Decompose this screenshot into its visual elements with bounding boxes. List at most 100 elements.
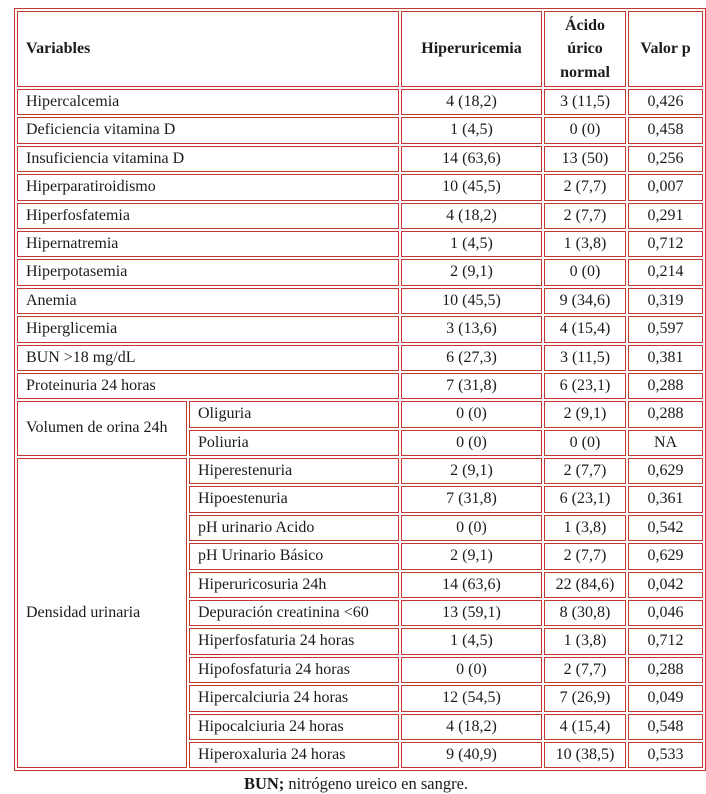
cell-valor-p: 0,712 bbox=[628, 230, 703, 258]
table-row: BUN >18 mg/dL 6 (27,3) 3 (11,5) 0,381 bbox=[17, 344, 703, 371]
cell-acido-urico-normal: 10 (38,5) bbox=[544, 741, 626, 769]
cell-acido-urico-normal: 0 (0) bbox=[544, 429, 626, 457]
cell-acido-urico-normal: 7 (26,9) bbox=[544, 685, 626, 712]
cell-hiperuricemia: 12 (54,5) bbox=[401, 685, 542, 712]
cell-variable: Insuficiencia vitamina D bbox=[17, 145, 399, 173]
cell-valor-p: 0,214 bbox=[628, 259, 703, 286]
cell-valor-p: 0,542 bbox=[628, 514, 703, 542]
cell-valor-p: 0,291 bbox=[628, 202, 703, 229]
cell-acido-urico-normal: 22 (84,6) bbox=[544, 571, 626, 599]
table-row: Volumen de orina 24h Oliguria 0 (0) 2 (9… bbox=[17, 401, 703, 457]
cell-acido-urico-normal: 3 (11,5) bbox=[544, 344, 626, 371]
table-footnote: BUN; nitrógeno ureico en sangre. bbox=[14, 774, 698, 794]
cell-sub-variable: Hipercalciuria 24 horas bbox=[189, 685, 399, 712]
cell-hiperuricemia: 0 (0) bbox=[401, 656, 542, 684]
cell-hiperuricemia: 10 (45,5) bbox=[401, 174, 542, 201]
cell-valor-p: 0,381 bbox=[628, 344, 703, 371]
header-acido-urico-normal: Ácido úrico normal bbox=[544, 11, 626, 87]
cell-hiperuricemia: 13 (59,1) bbox=[401, 600, 542, 627]
cell-sub-variable: Oliguria bbox=[189, 401, 399, 428]
cell-valor-p: 0,361 bbox=[628, 486, 703, 513]
cell-hiperuricemia: 14 (63,6) bbox=[401, 145, 542, 173]
cell-acido-urico-normal: 6 (23,1) bbox=[544, 486, 626, 513]
cell-sub-variable: Depuración creatinina <60 bbox=[189, 600, 399, 627]
table-row: Hiperfosfatemia 4 (18,2) 2 (7,7) 0,291 bbox=[17, 202, 703, 229]
table-row: Hiperparatiroidismo 10 (45,5) 2 (7,7) 0,… bbox=[17, 174, 703, 201]
cell-hiperuricemia: 0 (0) bbox=[401, 401, 542, 428]
table-row: Hipofosfaturia 24 horas 0 (0) 2 (7,7) 0,… bbox=[17, 656, 703, 684]
table-row: Insuficiencia vitamina D 14 (63,6) 13 (5… bbox=[17, 145, 703, 173]
table-row: Hipercalcemia 4 (18,2) 3 (11,5) 0,426 bbox=[17, 89, 703, 116]
cell-acido-urico-normal: 9 (34,6) bbox=[544, 287, 626, 315]
cell-hiperuricemia: 6 (27,3) bbox=[401, 344, 542, 371]
table-row: Hipocalciuria 24 horas 4 (18,2) 4 (15,4)… bbox=[17, 713, 703, 740]
cell-hiperuricemia: 2 (9,1) bbox=[401, 259, 542, 286]
cell-valor-p: 0,288 bbox=[628, 401, 703, 428]
cell-sub-variable: Hiperuricosuria 24h bbox=[189, 571, 399, 599]
cell-valor-p: 0,426 bbox=[628, 89, 703, 116]
cell-sub-variable: Hipofosfaturia 24 horas bbox=[189, 656, 399, 684]
cell-group-densidad: Densidad urinaria bbox=[17, 458, 187, 769]
cell-variable: Hipernatremia bbox=[17, 230, 399, 258]
cell-variable: Proteinuria 24 horas bbox=[17, 372, 399, 400]
cell-hiperuricemia: 4 (18,2) bbox=[401, 202, 542, 229]
cell-acido-urico-normal: 4 (15,4) bbox=[544, 713, 626, 740]
cell-valor-p: 0,288 bbox=[628, 372, 703, 400]
cell-acido-urico-normal: 0 (0) bbox=[544, 259, 626, 286]
cell-acido-urico-normal: 3 (11,5) bbox=[544, 89, 626, 116]
cell-sub-variable: Hipocalciuria 24 horas bbox=[189, 713, 399, 740]
footnote-abbreviation: BUN; bbox=[243, 774, 285, 794]
cell-group-volumen: Volumen de orina 24h bbox=[17, 401, 187, 457]
cell-sub-variable: pH urinario Acido bbox=[189, 514, 399, 542]
cell-hiperuricemia: 0 (0) bbox=[401, 514, 542, 542]
table-row: Depuración creatinina <60 13 (59,1) 8 (3… bbox=[17, 600, 703, 627]
cell-sub-variable: Hipoestenuria bbox=[189, 486, 399, 513]
table-row: Hiperfosfaturia 24 horas 1 (4,5) 1 (3,8)… bbox=[17, 628, 703, 655]
cell-acido-urico-normal: 2 (7,7) bbox=[544, 543, 626, 570]
cell-valor-p: 0,256 bbox=[628, 145, 703, 173]
cell-acido-urico-normal: 2 (7,7) bbox=[544, 174, 626, 201]
cell-variable: Anemia bbox=[17, 287, 399, 315]
cell-valor-p: 0,533 bbox=[628, 741, 703, 769]
cell-valor-p: 0,629 bbox=[628, 458, 703, 485]
cell-acido-urico-normal: 2 (7,7) bbox=[544, 656, 626, 684]
cell-hiperuricemia: 0 (0) bbox=[401, 429, 542, 457]
cell-variable: Hiperglicemia bbox=[17, 316, 399, 343]
cell-variable: Hiperpotasemia bbox=[17, 259, 399, 286]
cell-variable: Hiperparatiroidismo bbox=[17, 174, 399, 201]
cell-hiperuricemia: 1 (4,5) bbox=[401, 628, 542, 655]
cell-acido-urico-normal: 0 (0) bbox=[544, 117, 626, 144]
cell-acido-urico-normal: 2 (7,7) bbox=[544, 458, 626, 485]
table-row: Hiperpotasemia 2 (9,1) 0 (0) 0,214 bbox=[17, 259, 703, 286]
table-row: Hiperoxaluria 24 horas 9 (40,9) 10 (38,5… bbox=[17, 741, 703, 769]
table-row: Poliuria 0 (0) 0 (0) NA bbox=[17, 429, 703, 457]
cell-acido-urico-normal: 13 (50) bbox=[544, 145, 626, 173]
header-row: Variables Hiperuricemia Ácido úrico norm… bbox=[17, 11, 703, 87]
cell-acido-urico-normal: 2 (7,7) bbox=[544, 202, 626, 229]
cell-hiperuricemia: 1 (4,5) bbox=[401, 117, 542, 144]
cell-hiperuricemia: 4 (18,2) bbox=[401, 713, 542, 740]
results-table: Variables Hiperuricemia Ácido úrico norm… bbox=[14, 8, 706, 772]
table-row: Anemia 10 (45,5) 9 (34,6) 0,319 bbox=[17, 287, 703, 315]
table-row: Hiperglicemia 3 (13,6) 4 (15,4) 0,597 bbox=[17, 316, 703, 343]
cell-hiperuricemia: 9 (40,9) bbox=[401, 741, 542, 769]
cell-valor-p: 0,007 bbox=[628, 174, 703, 201]
cell-valor-p: 0,597 bbox=[628, 316, 703, 343]
cell-valor-p: 0,458 bbox=[628, 117, 703, 144]
cell-variable: BUN >18 mg/dL bbox=[17, 344, 399, 371]
table-row: Proteinuria 24 horas 7 (31,8) 6 (23,1) 0… bbox=[17, 372, 703, 400]
cell-valor-p: 0,049 bbox=[628, 685, 703, 712]
table-row: pH urinario Acido 0 (0) 1 (3,8) 0,542 bbox=[17, 514, 703, 542]
cell-sub-variable: Hiperfosfaturia 24 horas bbox=[189, 628, 399, 655]
cell-hiperuricemia: 2 (9,1) bbox=[401, 543, 542, 570]
cell-valor-p: 0,712 bbox=[628, 628, 703, 655]
cell-valor-p: 0,548 bbox=[628, 713, 703, 740]
cell-valor-p: 0,629 bbox=[628, 543, 703, 570]
cell-acido-urico-normal: 2 (9,1) bbox=[544, 401, 626, 428]
cell-acido-urico-normal: 1 (3,8) bbox=[544, 230, 626, 258]
cell-acido-urico-normal: 8 (30,8) bbox=[544, 600, 626, 627]
cell-hiperuricemia: 2 (9,1) bbox=[401, 458, 542, 485]
cell-hiperuricemia: 1 (4,5) bbox=[401, 230, 542, 258]
cell-sub-variable: Hiperoxaluria 24 horas bbox=[189, 741, 399, 769]
